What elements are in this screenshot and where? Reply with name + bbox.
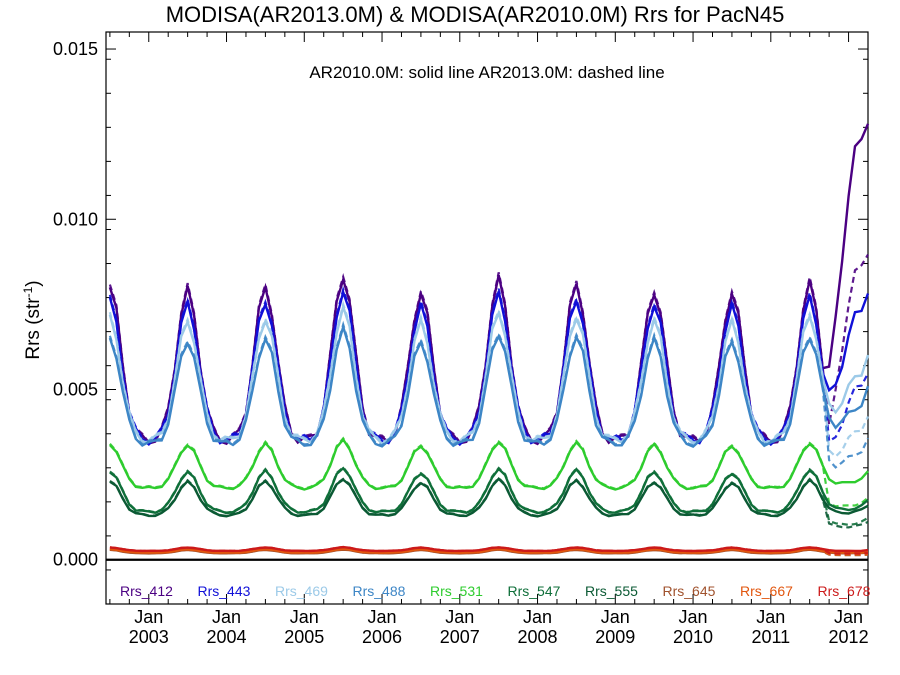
y-tick-label: 0.000: [53, 550, 98, 570]
series-line-dashed: [109, 465, 869, 527]
x-tick-month-label: Jan: [445, 607, 474, 627]
legend-entry: Rrs_645: [663, 583, 716, 599]
x-tick-month-label: Jan: [834, 607, 863, 627]
legend-entry: Rrs_412: [120, 583, 173, 599]
x-tick-year-label: 2003: [129, 627, 169, 647]
y-axis-title-main: Rrs (str: [23, 297, 44, 360]
series-line-dashed: [109, 476, 869, 529]
x-tick-year-label: 2012: [829, 627, 869, 647]
legend-entry: Rrs_678: [818, 583, 871, 599]
y-tick-label: 0.010: [53, 209, 98, 229]
series-line-dashed: [108, 300, 870, 459]
x-tick-month-label: Jan: [290, 607, 319, 627]
x-tick-month-label: Jan: [368, 607, 397, 627]
legend-entry: Rrs_555: [585, 583, 638, 599]
plot-frame: [105, 31, 869, 605]
y-axis-title-close: ): [23, 280, 44, 286]
legend-entry: Rrs_443: [198, 583, 251, 599]
series-line-dashed: [108, 320, 869, 469]
x-tick-year-label: 2006: [362, 627, 402, 647]
series-line-solid: [108, 123, 870, 446]
x-tick-year-label: 2009: [595, 627, 635, 647]
y-tick-label: 0.005: [53, 380, 98, 400]
x-tick-year-label: 2007: [440, 627, 480, 647]
x-tick-year-label: 2008: [518, 627, 558, 647]
legend-entry: Rrs_667: [740, 583, 793, 599]
legend-entry: Rrs_531: [430, 583, 483, 599]
x-tick-year-label: 2004: [206, 627, 246, 647]
y-axis-title: Rrs (str-1): [21, 280, 44, 359]
x-tick-year-label: 2005: [284, 627, 324, 647]
x-tick-month-label: Jan: [756, 607, 785, 627]
legend-entry: Rrs_469: [275, 583, 328, 599]
series-line-dashed: [109, 547, 869, 556]
series-line-dashed: [109, 436, 869, 508]
x-tick-month-label: Jan: [134, 607, 163, 627]
x-tick-year-label: 2011: [751, 627, 790, 647]
y-tick-label: 0.015: [53, 39, 98, 59]
y-axis-title-sup: -1: [21, 286, 35, 297]
legend-entry: Rrs_488: [353, 583, 406, 599]
chart-title: MODISA(AR2013.0M) & MODISA(AR2010.0M) Rr…: [166, 2, 785, 27]
plot-area: 0.0000.0050.0100.015Jan2003Jan2004Jan200…: [53, 31, 871, 647]
series-style-note: AR2010.0M: solid line AR2013.0M: dashed …: [309, 63, 664, 82]
series-line-dashed: [108, 285, 869, 445]
legend-entry: Rrs_547: [508, 583, 561, 599]
x-tick-month-label: Jan: [523, 607, 552, 627]
x-tick-month-label: Jan: [601, 607, 630, 627]
x-tick-year-label: 2010: [673, 627, 713, 647]
series-line-dashed: [109, 545, 869, 555]
x-tick-month-label: Jan: [212, 607, 241, 627]
x-tick-month-label: Jan: [679, 607, 708, 627]
